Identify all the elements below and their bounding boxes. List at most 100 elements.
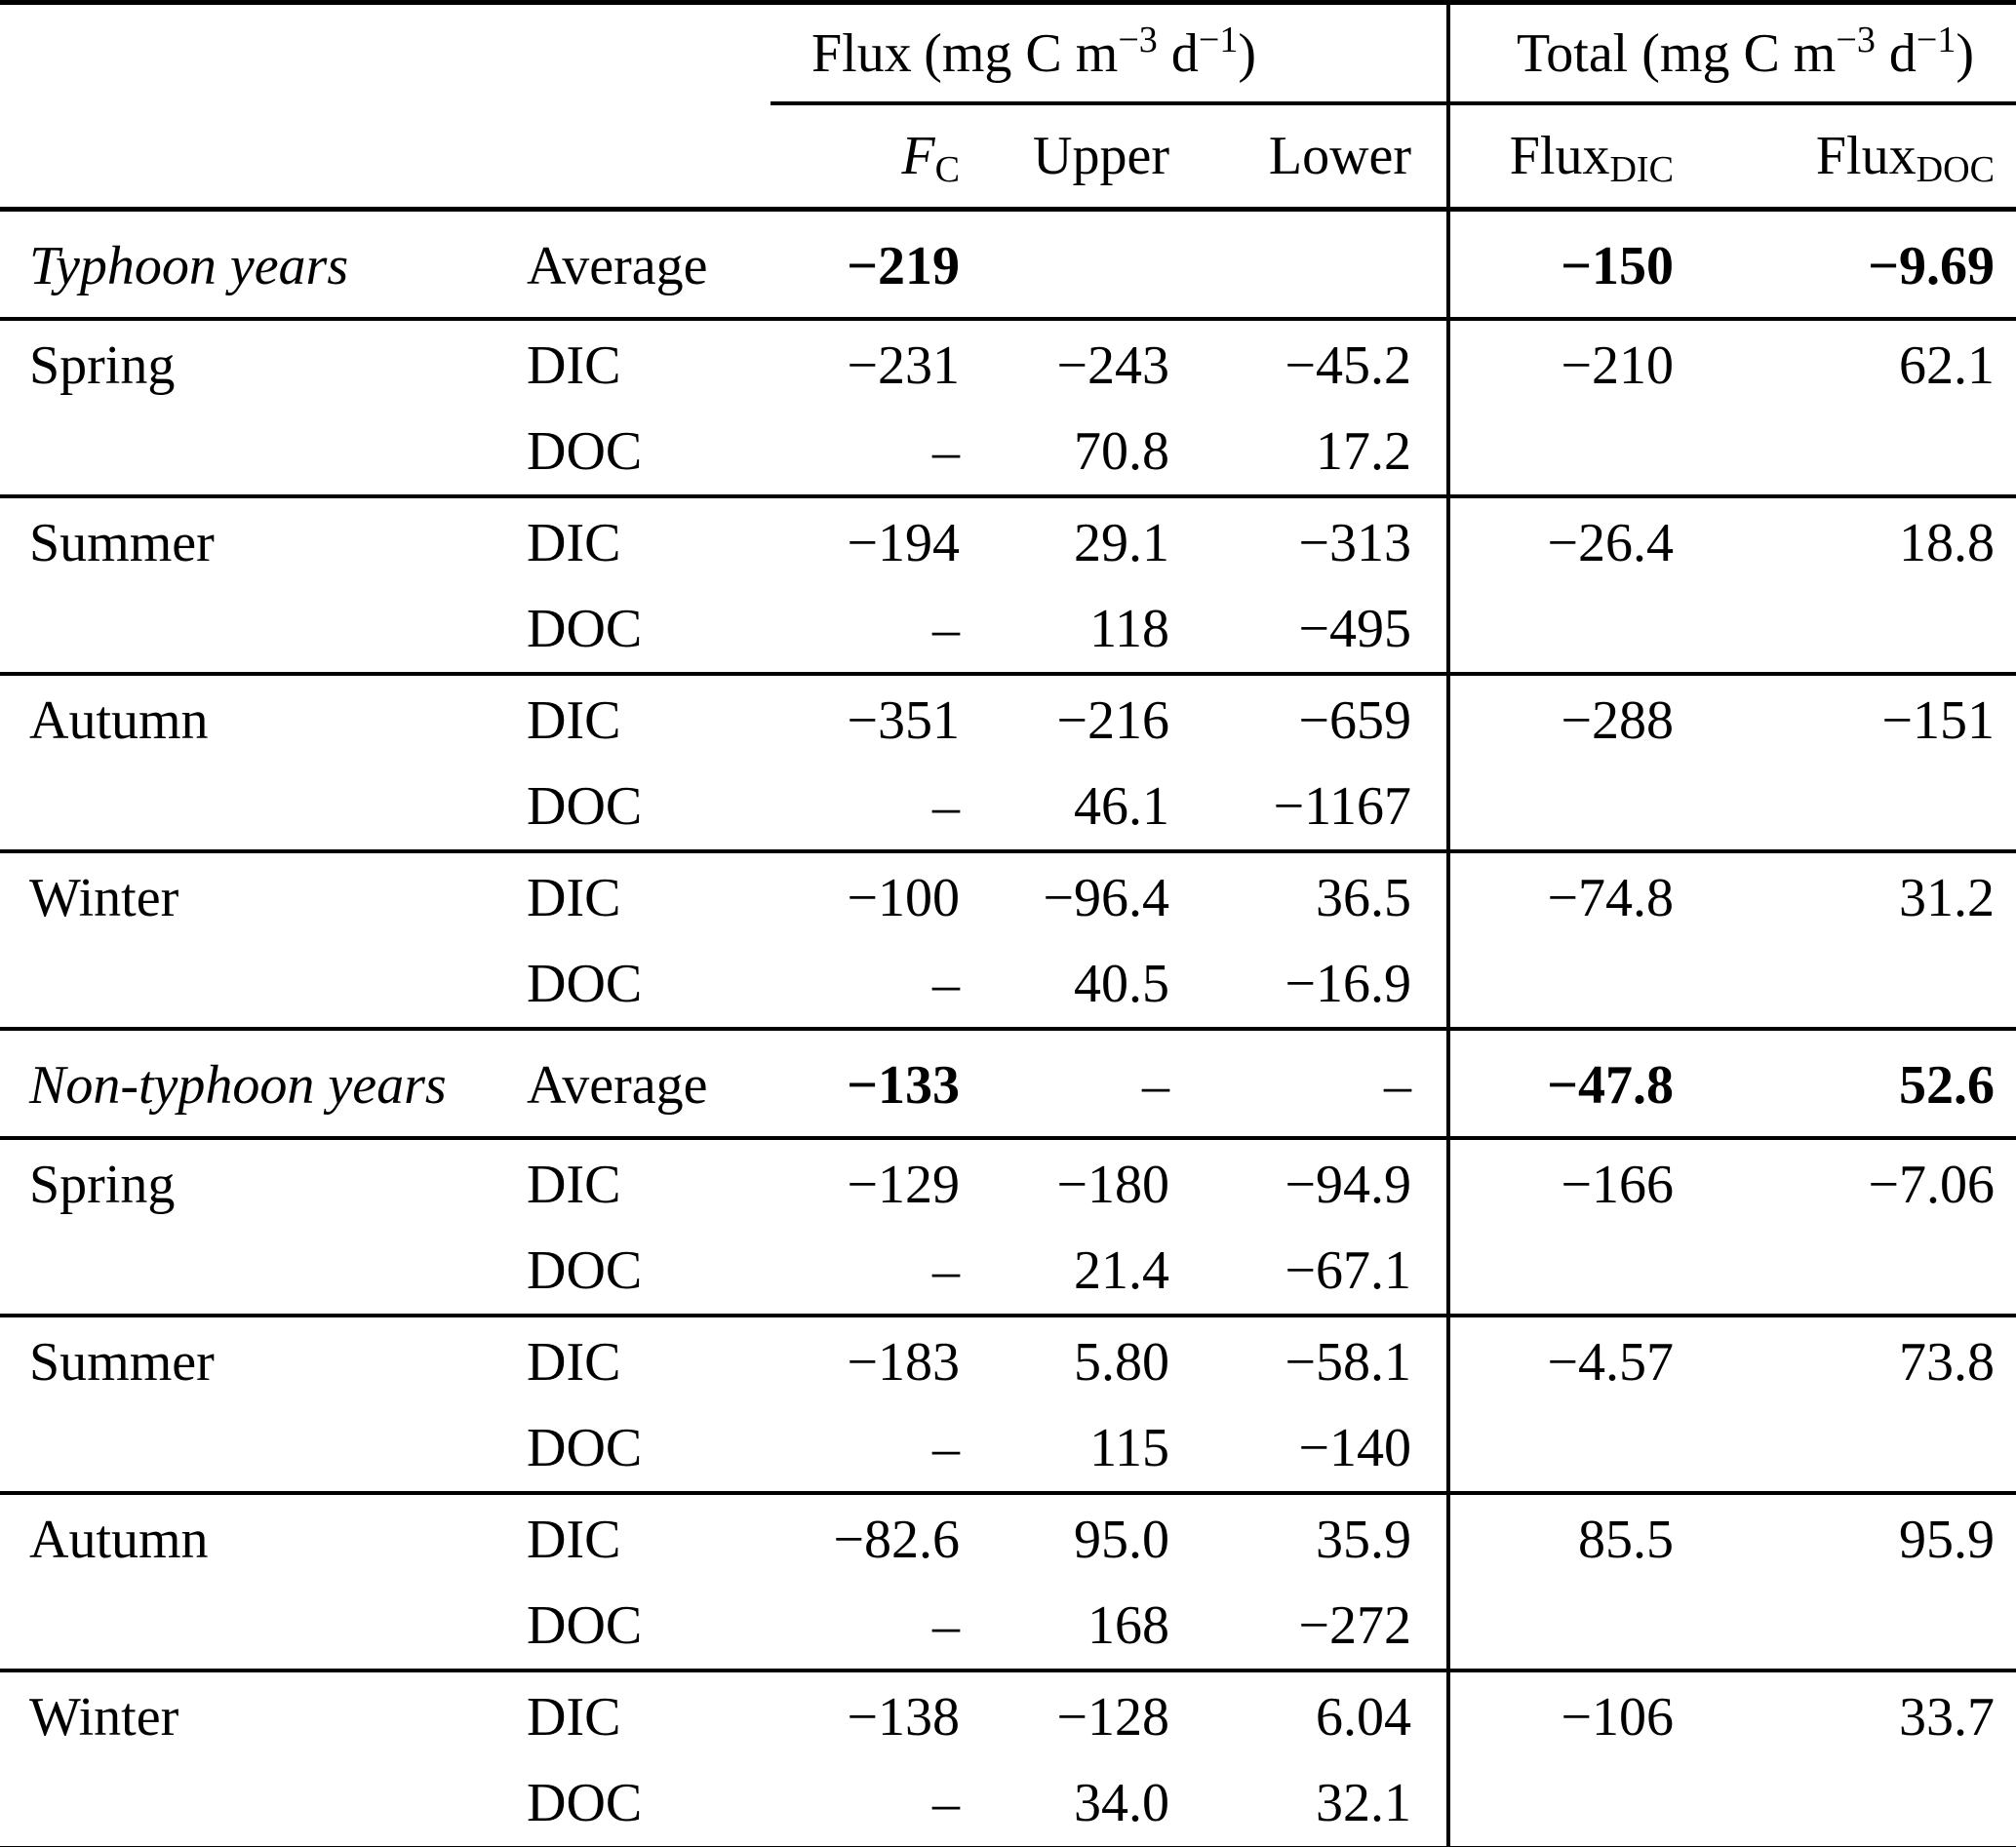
fc-value: −138 bbox=[847, 1686, 960, 1748]
unit-exponent: −3 bbox=[1836, 20, 1876, 61]
fc-value: −129 bbox=[847, 1154, 960, 1215]
upper-value: 5.80 bbox=[1074, 1331, 1169, 1393]
lower-value: −67.1 bbox=[1175, 1227, 1451, 1316]
upper-value: – bbox=[1142, 1054, 1169, 1116]
flux-doc-value: 33.7 bbox=[1899, 1686, 1996, 1748]
table-row: Autumn DIC −82.6 95.0 35.9 85.5 95.9 bbox=[0, 1492, 2016, 1583]
flux-doc-value: −151 bbox=[1881, 689, 1996, 751]
total-group-unit: (mg C m−3 d−1) bbox=[1641, 20, 1975, 84]
table-header: Flux (mg C m−3 d−1) Total (mg C m−3 d−1) … bbox=[0, 2, 2016, 210]
fc-value: −183 bbox=[847, 1331, 960, 1393]
row-type-label: Average bbox=[527, 236, 708, 296]
table-row: DOC – 115 −140 bbox=[0, 1404, 2016, 1493]
upper-value: 40.5 bbox=[1074, 953, 1169, 1014]
season-label: Winter bbox=[29, 867, 179, 928]
flux-doc-value: 73.8 bbox=[1899, 1331, 1996, 1393]
row-group-autumn-nontyphoon: Autumn DIC −82.6 95.0 35.9 85.5 95.9 DOC… bbox=[0, 1492, 2016, 1670]
row-type-label: DOC bbox=[527, 598, 643, 659]
table-row: Summer DIC −194 29.1 −313 −26.4 18.8 bbox=[0, 495, 2016, 586]
flux-dic-value: −74.8 bbox=[1547, 867, 1675, 928]
fc-value: – bbox=[932, 775, 960, 837]
table-row: Spring DIC −129 −180 −94.9 −166 −7.06 bbox=[0, 1137, 2016, 1228]
lower-value: 17.2 bbox=[1175, 408, 1451, 496]
fc-value: −194 bbox=[847, 512, 960, 573]
flux-dic-value: −150 bbox=[1561, 236, 1675, 296]
lower-value: −140 bbox=[1175, 1404, 1451, 1493]
upper-value: 29.1 bbox=[1074, 512, 1169, 573]
row-group-spring-typhoon: Spring DIC −231 −243 −45.2 −210 62.1 DOC… bbox=[0, 318, 2016, 496]
upper-value: 46.1 bbox=[1074, 775, 1169, 837]
flux-dic-value: −106 bbox=[1561, 1686, 1675, 1748]
flux-doc-value: 62.1 bbox=[1899, 334, 1996, 396]
flux-dic-value: 85.5 bbox=[1578, 1509, 1675, 1570]
upper-value bbox=[966, 210, 1175, 319]
row-group-winter-nontyphoon: Winter DIC −138 −128 6.04 −106 33.7 DOC … bbox=[0, 1670, 2016, 1847]
flux-dic-value: −4.57 bbox=[1547, 1331, 1675, 1393]
header-empty-cell bbox=[0, 103, 771, 210]
table-row: DOC – 70.8 17.2 bbox=[0, 408, 2016, 496]
header-flux-dic: FluxDIC bbox=[1509, 126, 1675, 191]
row-type-label: DOC bbox=[527, 1417, 643, 1478]
upper-value: 21.4 bbox=[1074, 1239, 1169, 1301]
fc-value: – bbox=[932, 1417, 960, 1478]
fc-value: – bbox=[932, 1772, 960, 1833]
flux-dic-value: −210 bbox=[1561, 334, 1675, 396]
season-label: Autumn bbox=[29, 689, 209, 751]
unit-exponent: −1 bbox=[1916, 20, 1957, 61]
row-type-label: DOC bbox=[527, 420, 643, 482]
table-row: DOC – 168 −272 bbox=[0, 1582, 2016, 1670]
table-row: DOC – 34.0 32.1 bbox=[0, 1759, 2016, 1847]
row-type-label: DIC bbox=[527, 689, 621, 751]
row-type-label: DOC bbox=[527, 1772, 643, 1833]
table-row: DOC – 46.1 −1167 bbox=[0, 763, 2016, 851]
flux-doc-value: 95.9 bbox=[1899, 1509, 1996, 1570]
row-type-label: DIC bbox=[527, 1154, 621, 1215]
row-type-label: DIC bbox=[527, 1686, 621, 1748]
row-type-label: DOC bbox=[527, 1239, 643, 1301]
season-label: Summer bbox=[29, 512, 215, 573]
table-row: DOC – 21.4 −67.1 bbox=[0, 1227, 2016, 1316]
table-row: Typhoon years Average −219 −150 −9.69 bbox=[0, 209, 2016, 319]
flux-dic-value: −288 bbox=[1561, 689, 1675, 751]
fc-value: – bbox=[932, 1239, 960, 1301]
fc-value: – bbox=[932, 1594, 960, 1656]
row-type-label: DIC bbox=[527, 867, 621, 928]
unit-exponent: −3 bbox=[1118, 20, 1158, 61]
row-type-label: DIC bbox=[527, 334, 621, 396]
season-label: Autumn bbox=[29, 1509, 209, 1570]
season-label: Spring bbox=[29, 334, 176, 396]
season-label: Spring bbox=[29, 1154, 176, 1215]
lower-value: 32.1 bbox=[1175, 1759, 1451, 1847]
season-label: Winter bbox=[29, 1686, 179, 1748]
upper-value: 118 bbox=[1089, 598, 1169, 659]
flux-doc-value: −9.69 bbox=[1868, 236, 1996, 296]
row-group-winter-typhoon: Winter DIC −100 −96.4 36.5 −74.8 31.2 DO… bbox=[0, 850, 2016, 1029]
lower-value: −659 bbox=[1175, 673, 1451, 764]
flux-doc-value: 52.6 bbox=[1899, 1054, 1996, 1116]
upper-value: 34.0 bbox=[1074, 1772, 1169, 1833]
upper-value: 115 bbox=[1089, 1417, 1169, 1478]
flux-doc-value: −7.06 bbox=[1868, 1154, 1996, 1215]
upper-value: 95.0 bbox=[1074, 1509, 1169, 1570]
lower-value: −94.9 bbox=[1175, 1137, 1451, 1228]
lower-value: 36.5 bbox=[1175, 850, 1451, 941]
row-typhoon-average: Typhoon years Average −219 −150 −9.69 bbox=[0, 209, 2016, 319]
table-row: DOC – 118 −495 bbox=[0, 585, 2016, 674]
table-row: Winter DIC −138 −128 6.04 −106 33.7 bbox=[0, 1670, 2016, 1760]
lower-value bbox=[1175, 209, 1451, 319]
table-row: Winter DIC −100 −96.4 36.5 −74.8 31.2 bbox=[0, 850, 2016, 941]
row-group-summer-typhoon: Summer DIC −194 29.1 −313 −26.4 18.8 DOC… bbox=[0, 495, 2016, 674]
header-upper: Upper bbox=[1033, 126, 1169, 186]
lower-value: −16.9 bbox=[1175, 940, 1451, 1029]
unit-exponent: −1 bbox=[1198, 20, 1239, 61]
flux-dic-value: −26.4 bbox=[1547, 512, 1675, 573]
upper-value: −243 bbox=[1056, 334, 1169, 396]
row-nontyphoon-average: Non-typhoon years Average −133 – – −47.8… bbox=[0, 1028, 2016, 1138]
row-type-label: DOC bbox=[527, 953, 643, 1014]
table-row: DOC – 40.5 −16.9 bbox=[0, 940, 2016, 1029]
table-row: Autumn DIC −351 −216 −659 −288 −151 bbox=[0, 673, 2016, 764]
lower-value: 35.9 bbox=[1175, 1492, 1451, 1583]
fc-value: −133 bbox=[847, 1054, 960, 1116]
flux-dic-value: −166 bbox=[1561, 1154, 1675, 1215]
fc-value: −219 bbox=[847, 236, 960, 296]
